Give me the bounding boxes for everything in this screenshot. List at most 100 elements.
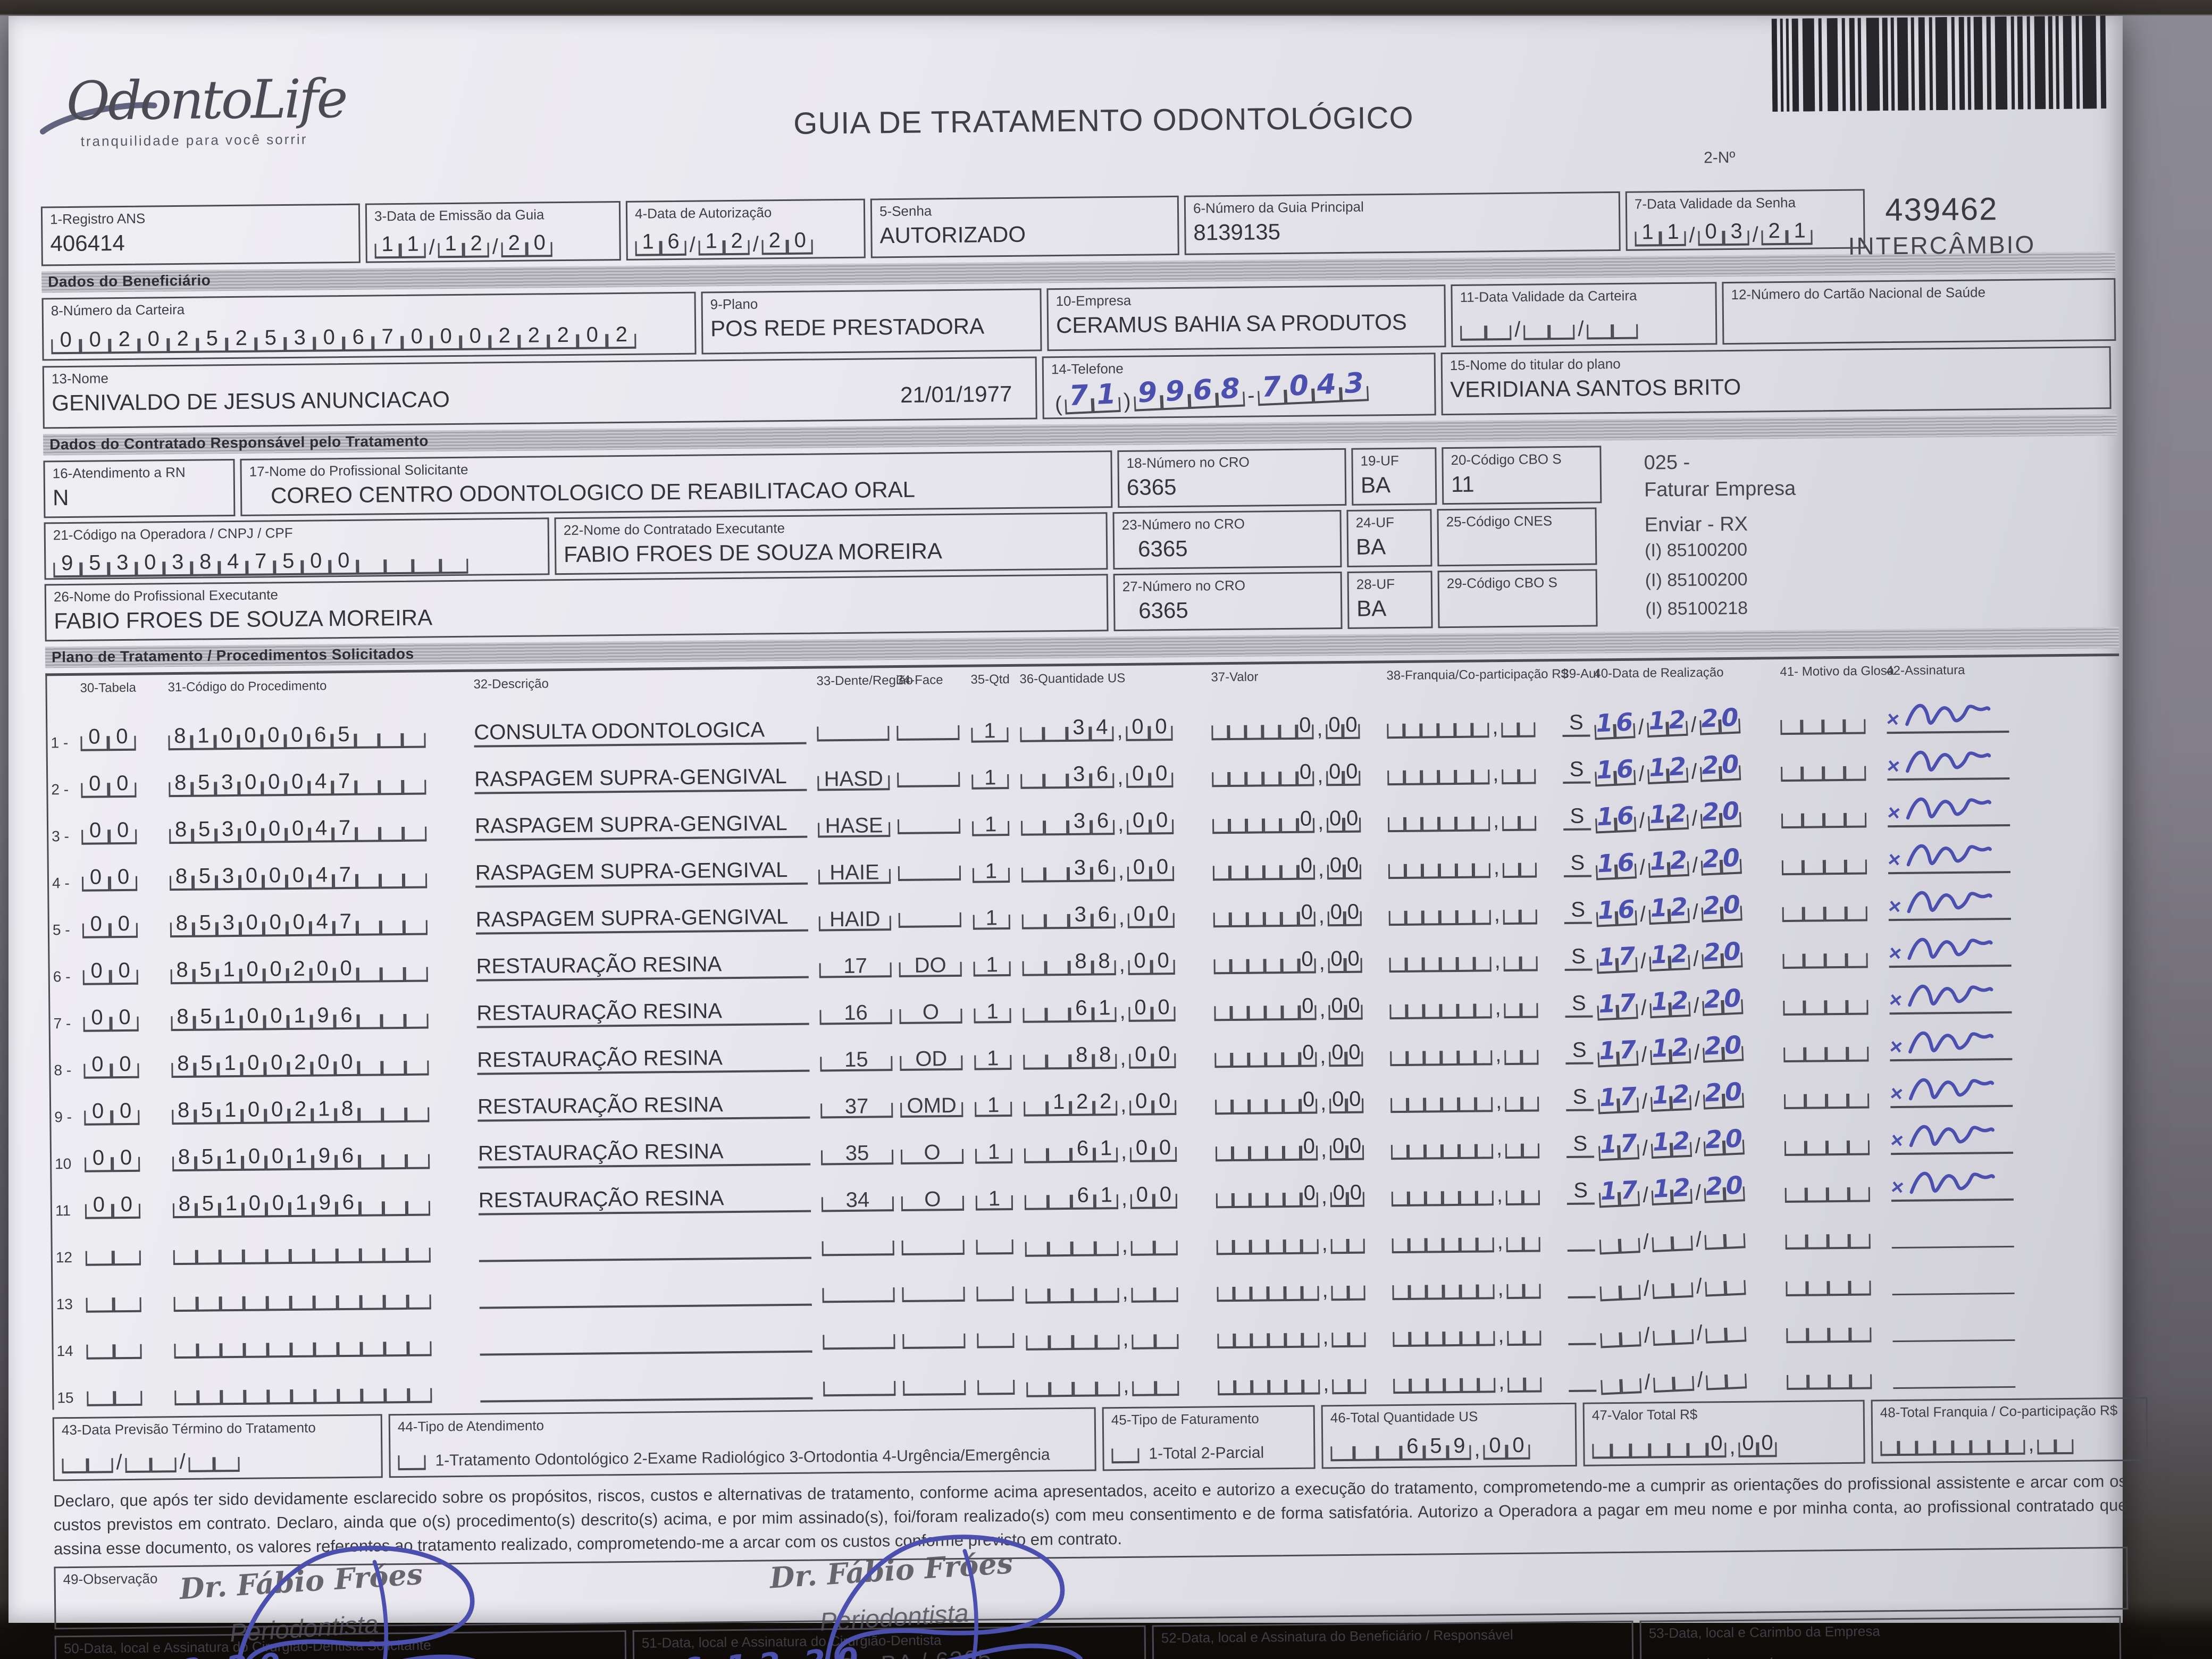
row-signature [1903,736,1993,788]
comb-cell: 0 [240,954,264,984]
comb-cell: 2 [1699,703,1721,735]
comb-separator: , [1117,718,1123,743]
comb-cell [1783,1080,1806,1110]
comb-cell: 0 [1129,1086,1153,1116]
comb-cell: 2 [1670,1126,1692,1158]
comb-cell: 5 [194,955,217,984]
comb-cell [1302,1272,1319,1301]
comb-cell [383,1187,407,1217]
col-aut [1568,1267,1596,1298]
comb-cell [405,1000,429,1029]
comb-cell: 8 [168,721,192,751]
form-number-label: 2-Nº [1703,148,1736,167]
field-assinatura-solicitante: 50-Data, local e Assinatura do Cirurgião… [54,1630,627,1659]
comb-cell [1045,946,1069,976]
comb-cell: 8 [1069,946,1093,976]
row-x-mark: × [1890,1175,1905,1200]
tipo-faturamento-checkbox [1111,1435,1139,1464]
face-cell: DO [899,948,962,978]
face-cell: OD [900,1041,963,1071]
comb-cell [1460,312,1486,341]
field-nome-beneficiario: 13-Nome GENIVALDO DE JESUS ANUNCIACAO 21… [42,356,1037,429]
comb-cell [1155,1367,1179,1396]
comb-separator: / [1643,1277,1650,1301]
comb-cell: 1 [374,229,400,259]
comb-cell [2007,1426,2025,1455]
comb-cell [1847,986,1869,1015]
field-label: 53-Data, local e Carimbo da Empresa [1648,1623,1880,1641]
column-header: 30-Tabela [80,680,137,696]
comb-cell [1880,1427,1899,1456]
comb-cell [1846,892,1867,921]
comb-cell [1802,706,1823,735]
comb-cell: 0 [1129,1040,1153,1069]
comb-separator: , [1497,1230,1503,1254]
comb-cell [384,1327,408,1357]
row-number: 1 - [51,734,69,751]
face-cell [898,898,961,928]
col-data-realizacao: 1 6/1 2/2 0 [1595,890,1783,927]
comb-cell [1228,711,1246,741]
comb-cell: 0 [239,814,263,843]
comb-cell [1348,1318,1366,1347]
comb-cell [86,1284,114,1313]
comb-cell: 0 [138,324,169,354]
comb-cell [1825,1033,1848,1062]
comb-cell [1214,1086,1233,1115]
col-qtd: 1 [973,948,1023,977]
note-code-3: (I) 85100218 [1645,598,1748,619]
comb-cell [1704,1267,1726,1297]
dente-cell: 15 [820,1042,893,1072]
comb-separator: / [1643,1323,1650,1347]
col-dente-regiao: 37 [820,1089,901,1119]
comb-cell [1426,1224,1443,1253]
field-previsao-termino: 43-Data Previsão Término do Tratamento /… [52,1414,383,1481]
field-label: 29-Código CBO S [1446,574,1558,592]
field-label: 8-Número da Carteira [51,301,185,319]
comb-cell [1354,1432,1378,1461]
field-value [1447,594,1588,596]
dente-cell: 17 [819,949,892,978]
col-descricao: RESTAURAÇÃO RESINA [476,994,809,1028]
comb-cell: 0 [1326,710,1343,740]
comb-cell [220,1282,244,1312]
comb-cell [221,1376,245,1405]
comb-cell [1404,803,1422,832]
field-value: POS REDE PRESTADORA [710,313,985,341]
qtd-cell: 1 [973,901,1010,930]
note-enviar-rx: Enviar - RX [1644,513,1748,537]
comb-cell [1408,1177,1426,1206]
field-value: BA [1356,596,1387,621]
comb-separator: / [429,236,435,259]
col-motivo-glosa [1785,1220,1892,1250]
comb-separator: / [1696,1321,1703,1345]
comb-cell: 3 [215,814,240,844]
comb-cell [1267,1226,1285,1255]
comb-cell [337,1234,361,1264]
comb-cell [1455,802,1473,832]
comb-cell [1406,943,1423,973]
field-label: 24-UF [1355,514,1395,531]
col-qtd: 1 [971,714,1020,743]
comb-cell: 7 [1257,371,1286,406]
comb-cell [314,1375,339,1404]
comb-cell: 6 [1090,759,1115,789]
comb-cell: 0 [82,909,111,939]
comb-cell: 1 [635,227,661,256]
comb-cell [1264,898,1281,927]
form-paper: OdontoLife tranquilidade para você sorri… [9,15,2148,1659]
comb-cell: 0 [1299,1038,1317,1067]
comb-cell [1217,1320,1235,1349]
comb-cell [338,1328,362,1358]
col-franquia: , [1389,1036,1566,1066]
comb-cell [1154,1227,1178,1256]
comb-cell [358,1047,382,1076]
comb-cell: 0 [311,954,334,983]
comb-cell: 8 [1093,1040,1117,1069]
face-cell [896,758,960,788]
comb-cell [1332,1365,1350,1395]
